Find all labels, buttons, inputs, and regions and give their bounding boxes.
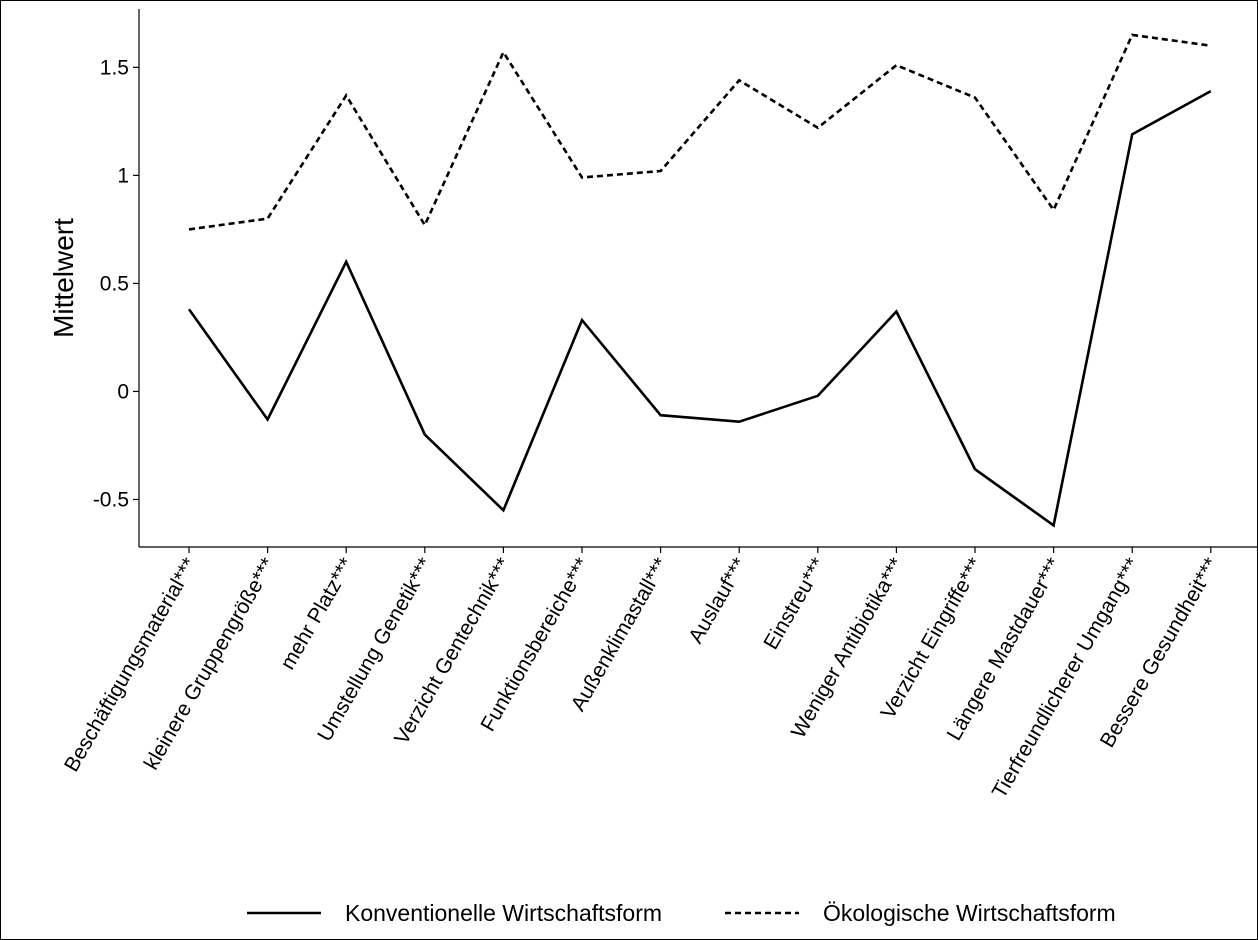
- x-axis-ticks: Beschäftigungsmaterial***kleinere Gruppe…: [60, 547, 1223, 802]
- y-tick-label: 1.5: [100, 56, 129, 79]
- y-tick-label: 1: [117, 164, 129, 187]
- series-lines: [187, 33, 1212, 528]
- legend-label: Konventionelle Wirtschaftsform: [345, 900, 662, 926]
- x-tick-label: mehr Platz***: [276, 554, 358, 674]
- x-tick-label: Auslauf***: [684, 554, 751, 647]
- series-line-konventionell: [187, 89, 1212, 528]
- legend-label: Ökologische Wirtschaftsform: [823, 900, 1116, 926]
- y-tick-label: 0: [117, 380, 129, 403]
- series-line-oekologisch: [188, 33, 1211, 231]
- x-tick-label: kleinere Gruppengröße***: [140, 554, 280, 774]
- x-tick-label: Beschäftigungsmaterial***: [60, 554, 201, 776]
- y-axis-title: Mittelwert: [48, 218, 79, 338]
- y-tick-label: -0.5: [93, 488, 129, 511]
- y-tick-label: 0.5: [100, 272, 129, 295]
- y-axis-ticks: -0.5 0 0.5 1 1.5: [93, 56, 139, 511]
- axes: [138, 9, 1257, 548]
- legend: Konventionelle Wirtschaftsform Ökologisch…: [247, 900, 1116, 926]
- x-tick-label: Tierfreundlicherer Umgang***: [988, 554, 1145, 802]
- x-tick-label: Einstreu***: [759, 554, 830, 653]
